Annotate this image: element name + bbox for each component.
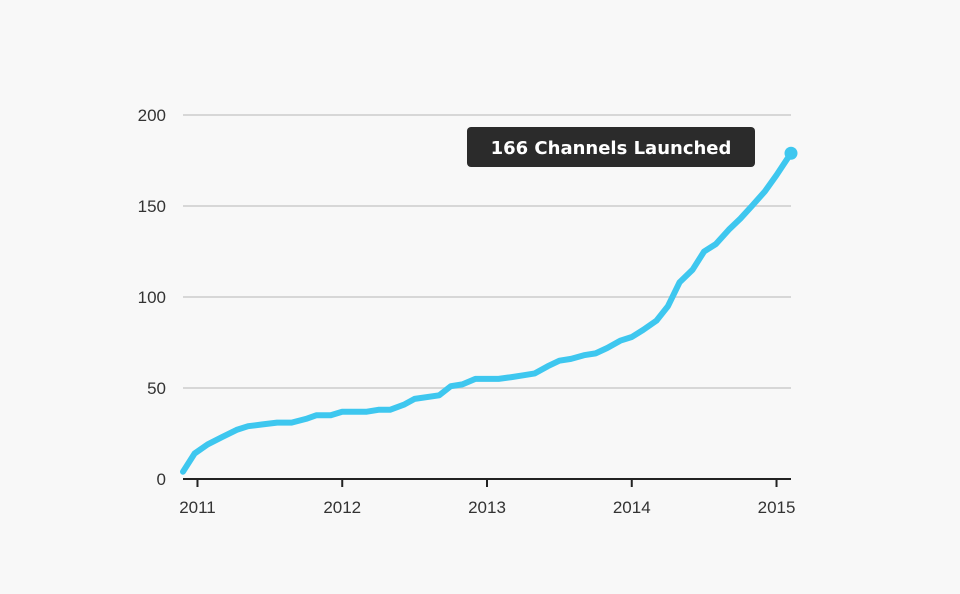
annotation-text: 166 Channels Launched <box>491 138 732 159</box>
x-tick-label: 2013 <box>468 498 506 517</box>
x-tick-label: 2014 <box>613 498 651 517</box>
y-tick-label: 200 <box>138 106 166 125</box>
y-tick-label: 150 <box>138 197 166 216</box>
y-tick-label: 50 <box>147 379 166 398</box>
series-end-point <box>784 146 798 160</box>
y-tick-label: 100 <box>138 288 166 307</box>
annotation-box <box>467 127 755 167</box>
x-axis <box>183 478 791 487</box>
x-tick-label: 2015 <box>758 498 796 517</box>
annotation-callout: 166 Channels Launched <box>467 127 755 167</box>
gridlines <box>183 114 791 389</box>
x-tick-label: 2011 <box>179 498 216 517</box>
x-axis-labels: 2011 2012 2013 2014 2015 <box>179 498 795 517</box>
y-tick-label: 0 <box>157 470 166 489</box>
y-axis-labels: 0 50 100 150 200 <box>138 106 166 489</box>
x-tick-label: 2012 <box>323 498 361 517</box>
series-line <box>180 150 794 475</box>
